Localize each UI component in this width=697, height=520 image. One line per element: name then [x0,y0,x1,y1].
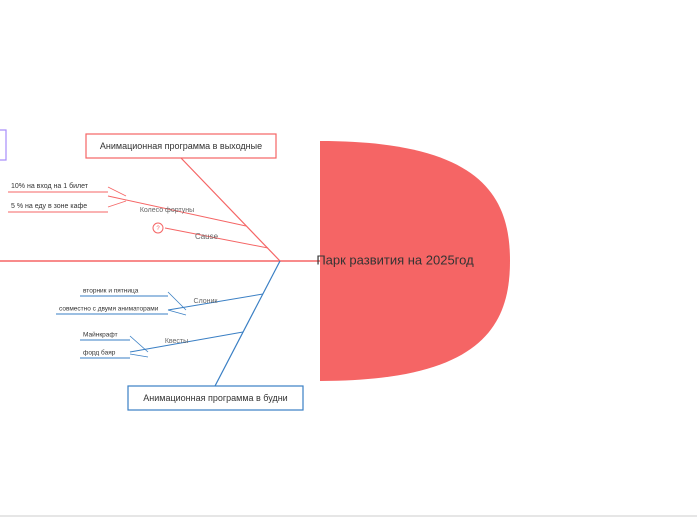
main-node: Парк развития на 2025год [316,141,510,381]
bottom-branch-rib-1-label: Квесты [165,338,188,345]
top-branch-bone [181,158,280,261]
bottom-branch-rib-0-leaf-1-label: совместно с двумя аниматорами [59,306,159,313]
bottom-branch-rib-0: Слоник вторник и пятница совместно с двумя… [56,288,263,315]
bottom-branch-rib-0-leaf-1: совместно с двумя аниматорами [56,306,168,314]
bottom-branch-box-label: Анимационная программа в будни [143,393,287,403]
top-branch-rib-0-leaf-0-label: 10% на вход на 1 билет [11,182,89,190]
bottom-branch-rib-1-leaf-1: форд баяр [80,349,130,358]
bottom-branch-rib-0-label: Слоник [194,298,219,305]
top-branch-rib-0-leaf-0: 10% на вход на 1 билет [8,182,108,192]
bottom-branch-rib-0-leaf-0-label: вторник и пятница [83,288,139,295]
top-branch-box-label: Анимационная программа в выходные [100,141,262,151]
bottom-branch-rib-1-leaf-0: Майнкрафт [80,331,130,340]
bottom-branch-box: Анимационная программа в будни [128,386,303,410]
offscreen-purple-box [0,130,6,160]
bottom-branch-rib-1: Квесты Майнкрафт форд баяр [80,331,243,358]
top-branch-box: Анимационная программа в выходные [86,134,276,158]
top-branch: Анимационная программа в выходные Колесо … [8,134,280,261]
bottom-branch: Анимационная программа в будни Слоник втор… [56,261,303,410]
bottom-branch-rib-0-leaf-0: вторник и пятница [80,288,168,296]
bottom-branch-bone [215,261,280,386]
main-node-label: Парк развития на 2025год [316,252,474,267]
top-branch-rib-1-label: Cause [195,232,219,241]
top-branch-rib-0-leaf-1-label: 5 % на еду в зоне кафе [11,203,87,210]
bottom-branch-rib-1-leaf-0-label: Майнкрафт [83,331,118,339]
top-branch-rib-0-label: Колесо фортуны [140,207,194,214]
bottom-branch-rib-1-leaf-1-label: форд баяр [83,349,116,357]
top-branch-rib-0-leaf-1: 5 % на еду в зоне кафе [8,203,108,212]
top-branch-rib-1: Cause? [153,223,268,248]
